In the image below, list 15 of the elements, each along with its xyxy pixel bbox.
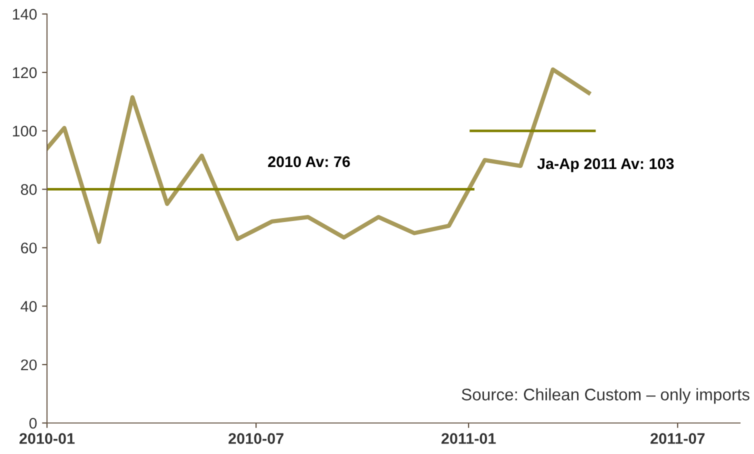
y-tick-label: 0 [29,418,37,429]
y-tick-label: 120 [12,67,37,78]
y-tick-label: 80 [20,184,37,195]
y-tick-label: 60 [21,242,37,254]
x-tick-label: 2010-07 [228,433,284,444]
y-tick-label: 20 [21,359,37,370]
annotation: 2010 Av: 76 [268,156,350,168]
x-tick-label: 2011-01 [441,433,496,444]
x-tick-label: 2011-07 [650,433,705,444]
x-tick-label: 2010-01 [20,433,75,444]
y-tick-label: 140 [12,8,37,20]
annotation: Source: Chilean Custom – only imports [462,388,750,404]
y-tick-label: 40 [20,301,37,312]
y-tick-label: 100 [12,126,37,137]
annotation: Ja-Ap 2011 Av: 103 [537,158,674,172]
